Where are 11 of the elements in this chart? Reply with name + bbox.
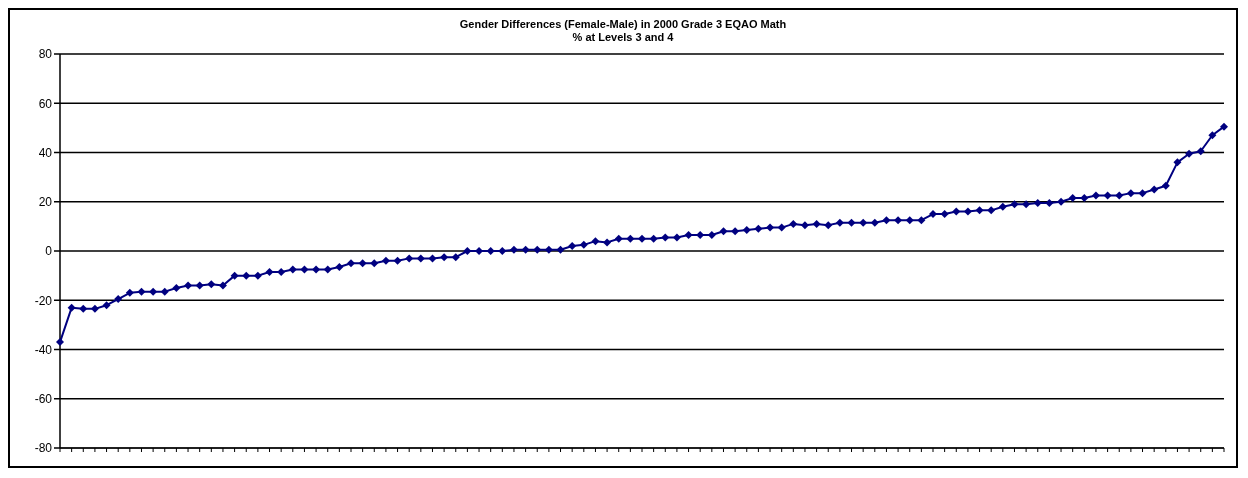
chart-subtitle: % at Levels 3 and 4 [571, 31, 675, 44]
y-tick-label: -60 [34, 392, 53, 407]
chart-title: Gender Differences (Female-Male) in 2000 Grade 3 EQAO Math [458, 18, 788, 31]
y-tick-label: -40 [34, 342, 53, 357]
y-tick-label: 0 [45, 244, 53, 259]
y-tick-label: 40 [38, 145, 53, 160]
y-tick-label: 60 [38, 96, 53, 111]
y-tick-label: 80 [38, 47, 53, 62]
y-tick-label: -80 [34, 441, 53, 456]
y-tick-label: 20 [38, 195, 53, 210]
y-tick-label: -20 [34, 293, 53, 308]
